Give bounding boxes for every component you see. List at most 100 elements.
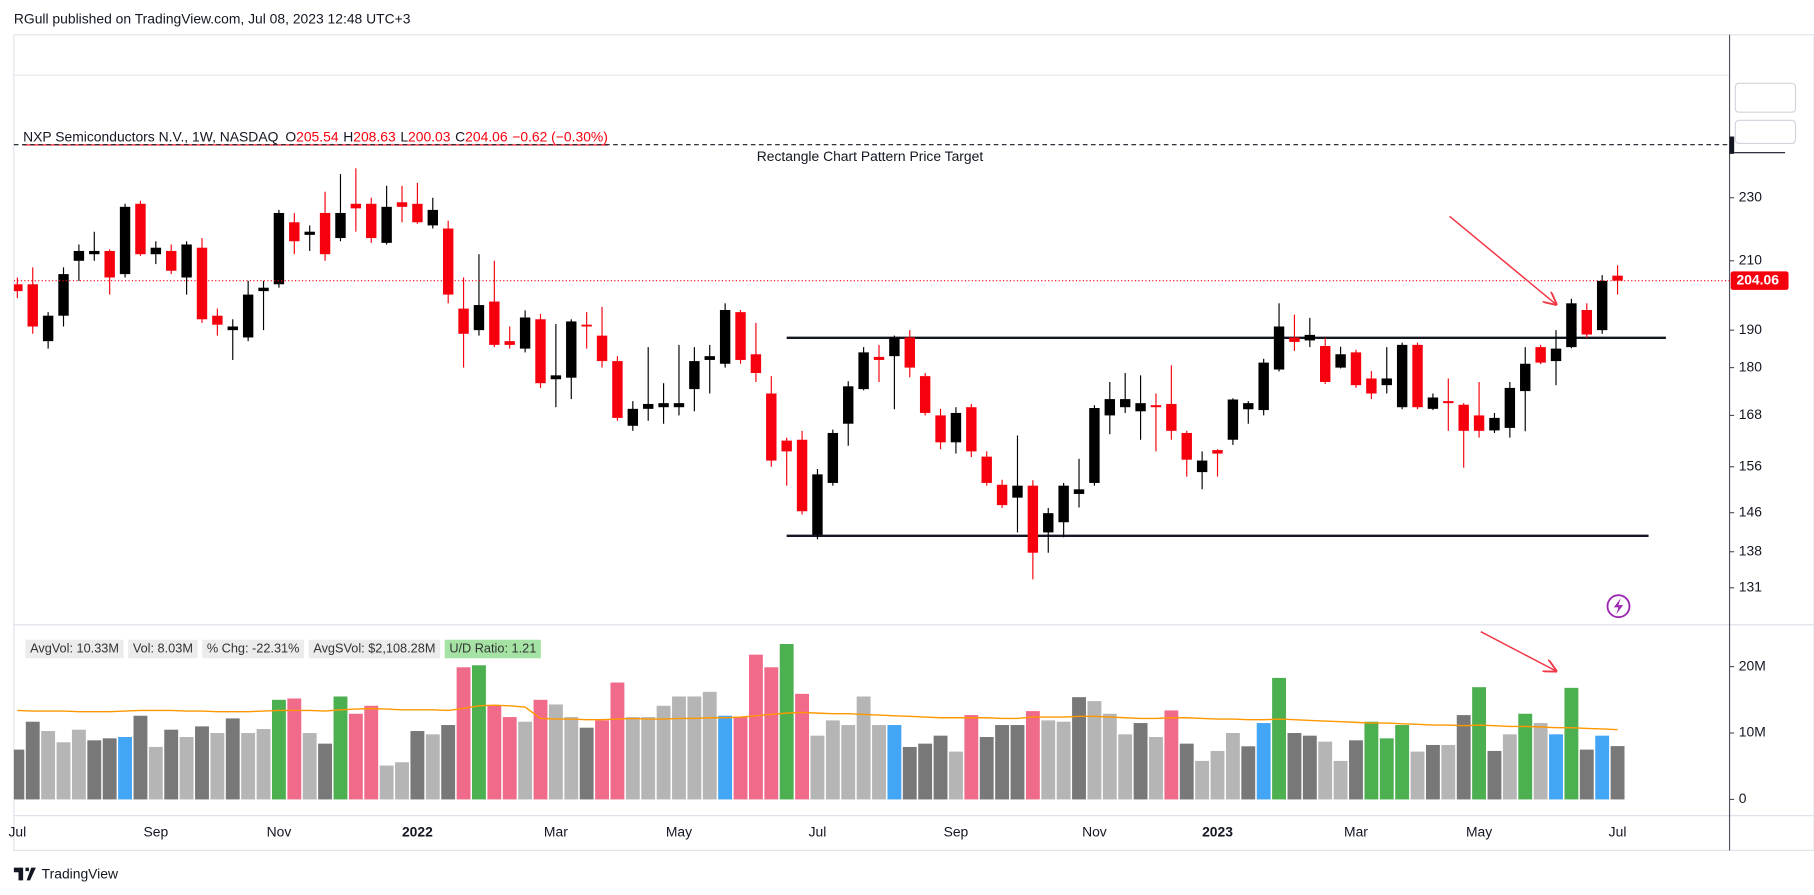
candle-body <box>1366 378 1377 394</box>
brand-name: TradingView <box>42 865 119 881</box>
legend-key: H <box>343 128 353 144</box>
volume-bar <box>533 699 548 800</box>
volume-bar <box>425 734 440 800</box>
candle-body <box>843 386 854 424</box>
candle-body <box>796 439 808 512</box>
candle-body <box>1458 404 1469 431</box>
chart-frame <box>13 34 1814 851</box>
candle-body <box>673 403 685 408</box>
candle-body <box>473 305 485 331</box>
alert-icon[interactable] <box>1606 594 1631 619</box>
candle-body <box>1058 485 1069 523</box>
volume-bar <box>1395 725 1410 800</box>
price-tick-label: 156 <box>1739 457 1762 473</box>
candle-body <box>1504 387 1516 428</box>
volume-bar <box>133 715 148 800</box>
candle-body <box>1535 347 1546 363</box>
legend-value: 200.03 <box>408 128 451 144</box>
candle-body <box>1012 485 1023 498</box>
legend-value: 205.54 <box>296 128 339 144</box>
volume-bar <box>1518 713 1533 800</box>
volume-bar <box>379 765 394 800</box>
candle-body <box>1550 348 1562 362</box>
volume-bar <box>748 654 763 800</box>
volume-bar <box>210 733 225 800</box>
volume-bar <box>641 717 656 800</box>
volume-bar <box>1287 733 1302 800</box>
target-annotation: Rectangle Chart Pattern Price Target <box>757 148 984 164</box>
time-tick-label: May <box>666 824 692 840</box>
volume-bar <box>702 691 717 800</box>
target-axis-marker <box>1729 136 1735 154</box>
candle-body <box>1520 363 1531 392</box>
volume-stat-bg <box>202 639 305 659</box>
candle-body <box>42 315 54 342</box>
candle-body <box>612 361 623 418</box>
volume-bar <box>333 696 348 800</box>
volume-bar <box>179 736 194 800</box>
candle-body <box>1596 280 1608 331</box>
candle-body <box>27 284 38 327</box>
price-tick-label: 131 <box>1739 578 1762 594</box>
candle-body <box>119 206 131 275</box>
volume-bar <box>672 696 686 800</box>
volume-bar <box>918 743 933 800</box>
candle-body <box>1320 345 1331 382</box>
time-tick-label: Sep <box>944 824 969 840</box>
price-tick-label: 146 <box>1739 503 1762 519</box>
volume-tick-label: 20M <box>1739 657 1766 673</box>
volume-bar <box>856 696 871 800</box>
candle-body <box>1489 417 1500 431</box>
candle-body <box>1196 460 1208 473</box>
volume-bar <box>287 698 302 800</box>
candle-body <box>581 324 592 327</box>
volume-bar <box>1010 725 1025 800</box>
volume-bar <box>195 726 209 800</box>
candle-body <box>535 319 546 384</box>
volume-bar <box>1472 687 1487 800</box>
candle-body <box>319 212 331 255</box>
volume-bar <box>1349 740 1363 800</box>
volume-bar <box>1364 721 1379 800</box>
legend-key: O <box>285 128 296 144</box>
volume-bar <box>256 729 271 800</box>
candle-body <box>227 326 238 331</box>
candle-body <box>412 203 423 223</box>
candle-body <box>750 354 762 374</box>
plot-area <box>13 168 1730 800</box>
price-tick-label: 210 <box>1739 251 1762 267</box>
volume-tick-label: 10M <box>1739 724 1766 740</box>
candle-body <box>1135 403 1146 412</box>
volume-bar <box>148 746 163 800</box>
candle-body <box>1427 397 1439 409</box>
time-tick-label: Jul <box>809 824 827 840</box>
candle-body <box>966 407 977 452</box>
candle-body <box>212 315 223 325</box>
candle-body <box>1181 432 1192 460</box>
time-tick-label: Jul <box>1609 824 1627 840</box>
volume-bar <box>1610 746 1625 800</box>
volume-bar <box>1595 735 1610 800</box>
volume-stat: Vol: 8.03M <box>133 640 193 655</box>
candle-body <box>981 456 992 483</box>
legend-key: C <box>455 128 465 144</box>
candle-body <box>1104 399 1116 416</box>
volume-bar <box>71 729 86 800</box>
volume-bar <box>472 665 486 800</box>
volume-bar <box>1072 697 1086 800</box>
price-tick-label: 138 <box>1739 542 1762 558</box>
volume-bar <box>948 751 963 800</box>
candle-body <box>1335 354 1346 368</box>
volume-bar <box>410 731 425 800</box>
candle-body <box>1304 334 1316 341</box>
volume-bar <box>1410 751 1425 800</box>
candle-body <box>13 284 23 292</box>
volume-bar <box>625 717 640 800</box>
volume-bar <box>164 729 179 800</box>
volume-bar <box>318 743 333 800</box>
candle-body <box>350 203 362 209</box>
candle-body <box>704 356 715 360</box>
volume-average-line <box>17 704 1618 731</box>
time-tick-label: Mar <box>544 824 568 840</box>
candle-body <box>1412 344 1423 408</box>
